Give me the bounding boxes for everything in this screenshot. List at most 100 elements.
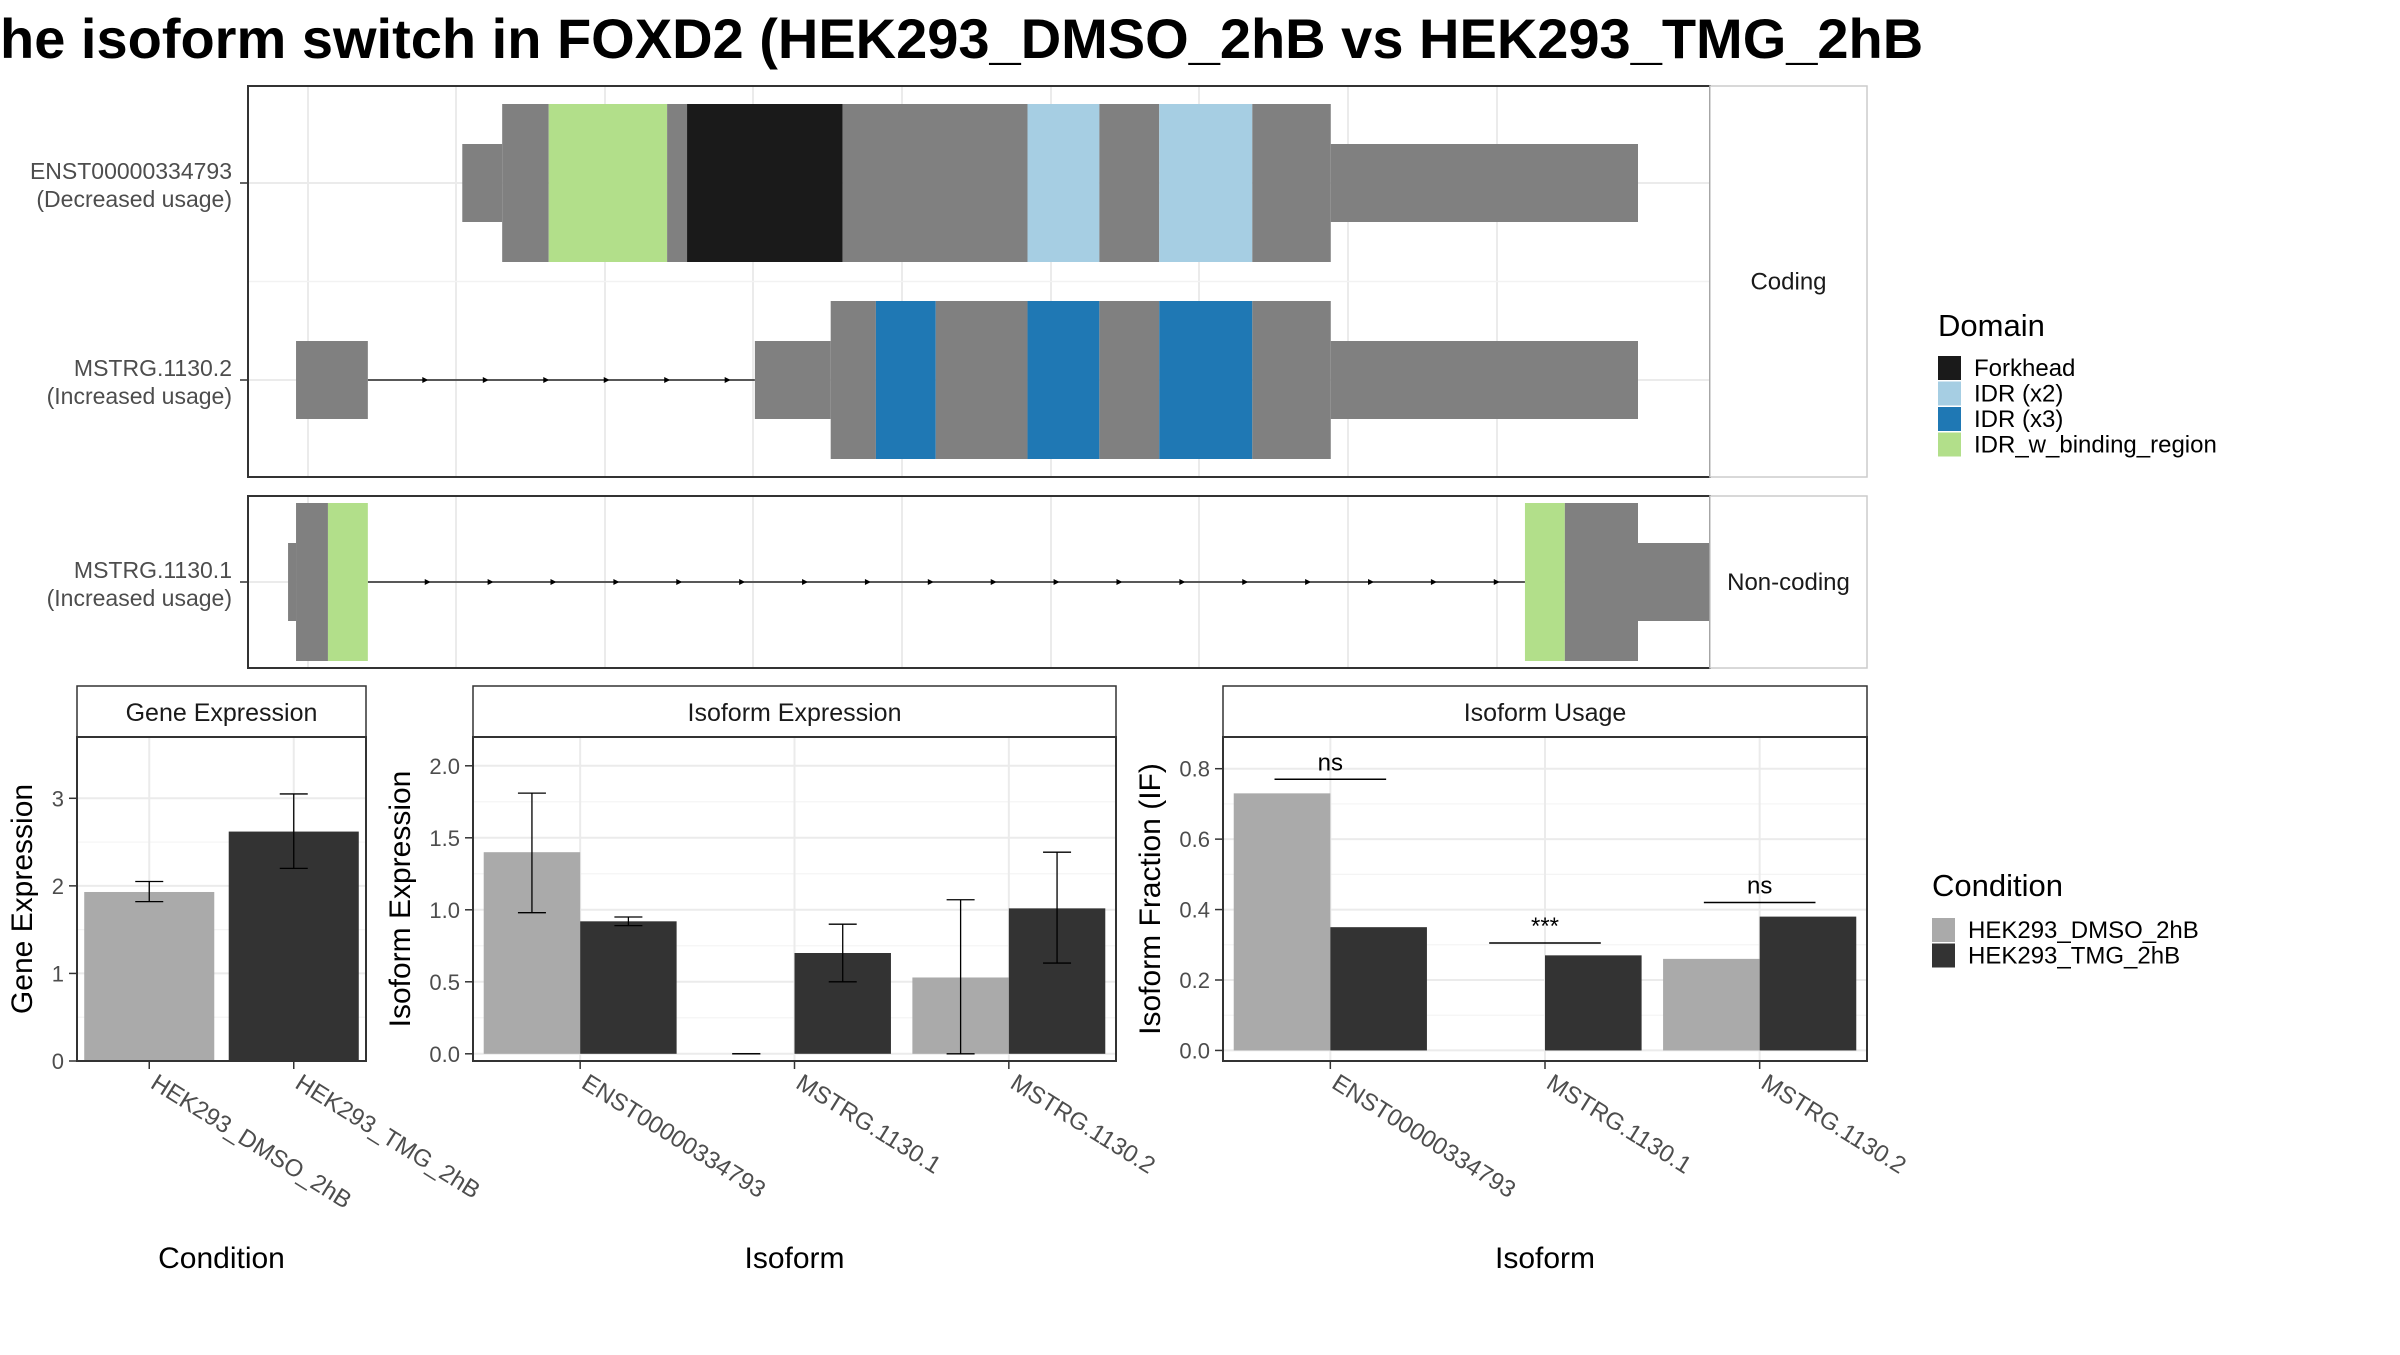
bar bbox=[1545, 955, 1642, 1051]
facet-strip-label: Non-coding bbox=[1727, 569, 1850, 596]
x-axis-title: Condition bbox=[158, 1242, 285, 1275]
significance-label: *** bbox=[1531, 913, 1559, 940]
y-axis-title: Isoform Expression bbox=[384, 771, 417, 1028]
x-tick-label: MSTRG.1130.2 bbox=[1006, 1069, 1160, 1179]
domain-block bbox=[1027, 301, 1100, 459]
significance-label: ns bbox=[1318, 749, 1343, 776]
legend-domain-label: IDR_w_binding_region bbox=[1974, 432, 2217, 459]
y-tick-label: 0.5 bbox=[429, 970, 460, 995]
chart-3: Isoform Usage ns *** ns 0.0 0.2 0.4 0.6 0.8 ENST0… bbox=[1134, 685, 1911, 1275]
legend-domain-swatch bbox=[1938, 407, 1961, 431]
chart-title-strip bbox=[1222, 685, 1868, 738]
domain-block bbox=[687, 104, 843, 262]
y-tick-label: 1 bbox=[52, 961, 64, 986]
intron-arrow bbox=[1242, 579, 1249, 585]
x-tick-label: MSTRG.1130.1 bbox=[791, 1069, 945, 1179]
bar bbox=[580, 921, 677, 1054]
cds-block bbox=[1099, 104, 1160, 262]
chart-1: Gene Expression0123HEK293_DMSO_2hBHEK293… bbox=[6, 685, 485, 1275]
facet-strip bbox=[1709, 495, 1868, 669]
intron-arrow bbox=[739, 579, 746, 585]
x-tick-label: ENST00000334793 bbox=[1327, 1069, 1520, 1204]
facet-strip-label: Coding bbox=[1750, 269, 1826, 296]
transcript-name: MSTRG.1130.2 bbox=[74, 355, 232, 381]
intron-arrow bbox=[603, 377, 610, 383]
legend-condition-swatch bbox=[1932, 918, 1955, 942]
cds-block bbox=[1252, 301, 1331, 459]
y-tick-label: 1.0 bbox=[429, 898, 460, 923]
figure-title: he isoform switch in FOXD2 (HEK293_DMSO_… bbox=[0, 7, 1923, 70]
intron-arrow bbox=[724, 377, 731, 383]
intron-arrow bbox=[487, 579, 494, 585]
structure-panel-1 bbox=[240, 85, 1868, 478]
legend-domain-swatch bbox=[1938, 432, 1961, 457]
chart-title-strip bbox=[76, 685, 367, 738]
legend-domain-swatch bbox=[1938, 381, 1961, 406]
y-tick-label: 1.5 bbox=[429, 826, 460, 851]
legend-domain-swatch bbox=[1938, 356, 1961, 380]
domain-block bbox=[1159, 301, 1253, 459]
bar bbox=[1759, 916, 1857, 1051]
legend-domain-label: Forkhead bbox=[1974, 355, 2075, 382]
legend-condition-label: HEK293_DMSO_2hB bbox=[1968, 917, 2199, 944]
y-tick-label: 0.2 bbox=[1179, 968, 1210, 993]
cds-block bbox=[296, 503, 328, 661]
intron-arrow bbox=[1493, 579, 1500, 585]
y-tick-label: 2 bbox=[52, 874, 64, 899]
y-tick-label: 0.8 bbox=[1179, 757, 1210, 782]
facet-strip bbox=[1709, 85, 1868, 478]
intron-arrow bbox=[543, 377, 550, 383]
intron-arrow bbox=[1430, 579, 1437, 585]
intron-arrow bbox=[482, 377, 489, 383]
y-tick-label: 0 bbox=[52, 1049, 64, 1074]
significance-label: ns bbox=[1747, 873, 1772, 900]
intron-arrow bbox=[613, 579, 620, 585]
intron-arrow bbox=[990, 579, 997, 585]
domain-block bbox=[548, 104, 668, 262]
utr-block bbox=[754, 341, 831, 419]
chart-title: Isoform Usage bbox=[1464, 699, 1627, 727]
chart-2: Isoform Expression 0.0 0.5 1.0 1.5 2.0 ENST000… bbox=[384, 685, 1160, 1275]
x-axis-title: Isoform bbox=[744, 1242, 844, 1275]
bar bbox=[1663, 958, 1760, 1051]
bar bbox=[84, 891, 215, 1061]
intron-arrow bbox=[1179, 579, 1186, 585]
chart-title-strip bbox=[472, 685, 1117, 738]
cds-block bbox=[502, 104, 549, 262]
legend-domain-title: Domain bbox=[1938, 308, 2045, 343]
intron-arrow bbox=[1368, 579, 1375, 585]
x-axis-title: Isoform bbox=[1495, 1242, 1595, 1275]
domain-block bbox=[875, 301, 936, 459]
legend-domain-label: IDR (x3) bbox=[1974, 406, 2063, 433]
cds-block bbox=[1564, 503, 1638, 661]
plot-border bbox=[76, 736, 367, 1062]
y-tick-label: 2.0 bbox=[429, 754, 460, 779]
intron-arrow bbox=[1053, 579, 1060, 585]
y-tick-label: 3 bbox=[52, 786, 64, 811]
cds-block bbox=[1252, 104, 1331, 262]
utr-block bbox=[1330, 144, 1638, 222]
x-tick-label: MSTRG.1130.1 bbox=[1542, 1069, 1696, 1179]
domain-block bbox=[327, 503, 368, 661]
intron-arrow bbox=[424, 579, 431, 585]
transcript-usage-label: (Increased usage) bbox=[47, 383, 232, 409]
bar bbox=[228, 831, 359, 1061]
intron-arrow bbox=[1305, 579, 1312, 585]
legend-condition-label: HEK293_TMG_2hB bbox=[1968, 943, 2180, 970]
transcript-usage-label: (Increased usage) bbox=[47, 585, 232, 611]
utr-block bbox=[1330, 341, 1638, 419]
intron-arrow bbox=[676, 579, 683, 585]
cds-block bbox=[667, 104, 688, 262]
intron-arrow bbox=[550, 579, 557, 585]
utr-block bbox=[288, 543, 297, 621]
y-axis-title: Isoform Fraction (IF) bbox=[1134, 763, 1167, 1035]
legend-condition-title: Condition bbox=[1932, 868, 2063, 903]
domain-block bbox=[1524, 503, 1565, 661]
intron-arrow bbox=[927, 579, 934, 585]
intron-arrow bbox=[864, 579, 871, 585]
intron-arrow bbox=[664, 377, 671, 383]
intron-arrow bbox=[802, 579, 809, 585]
x-tick-label: MSTRG.1130.2 bbox=[1756, 1069, 1910, 1179]
transcript-name: ENST00000334793 bbox=[30, 158, 232, 184]
transcript-name: MSTRG.1130.1 bbox=[74, 557, 232, 583]
